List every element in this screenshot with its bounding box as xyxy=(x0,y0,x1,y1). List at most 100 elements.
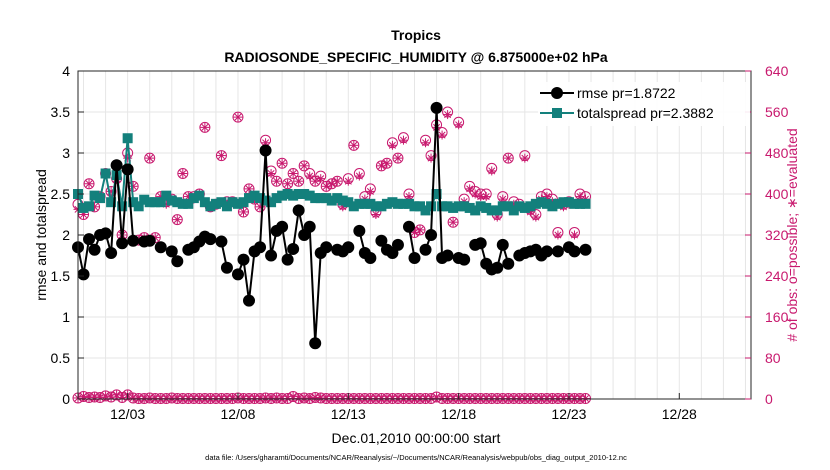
legend: rmse pr=1.8722 totalspread pr=2.3882 xyxy=(538,82,750,126)
y-tick-label: 3 xyxy=(62,145,70,161)
asterisk-stroke xyxy=(515,394,523,402)
asterisk-stroke xyxy=(306,172,314,180)
rmse-point xyxy=(259,144,272,157)
asterisk-stroke xyxy=(388,394,396,402)
asterisk-stroke xyxy=(278,159,286,167)
asterisk-stroke xyxy=(444,394,452,402)
obs-possible-point xyxy=(105,185,117,197)
obs-evaluated-point xyxy=(421,393,431,403)
obs-possible-point xyxy=(199,121,211,133)
totalspread-point xyxy=(216,197,227,208)
obs-evaluated-point xyxy=(272,393,282,403)
totalspread-point xyxy=(354,198,365,209)
obs-evaluated-point xyxy=(283,393,293,403)
x-axis-label: Dec.01,2010 00:00:00 start xyxy=(332,430,501,446)
totalspread-point xyxy=(398,198,409,209)
asterisk-stroke xyxy=(256,394,264,402)
rmse-point xyxy=(568,245,581,258)
rmse-point xyxy=(116,237,129,250)
obs-evaluated-point xyxy=(128,393,138,403)
totalspread-point xyxy=(166,195,177,206)
obs-evaluated-point xyxy=(134,393,144,403)
rmse-point xyxy=(220,261,233,274)
totalspread-point xyxy=(348,201,359,212)
obs-possible-point xyxy=(431,391,443,403)
obs-evaluated-point xyxy=(266,169,276,178)
asterisk-stroke xyxy=(267,169,275,178)
asterisk-stroke xyxy=(394,154,402,162)
totalspread-point xyxy=(508,205,519,216)
obs-evaluated-point xyxy=(553,230,563,240)
obs-possible-point xyxy=(392,152,404,164)
totalspread-point xyxy=(205,201,216,212)
asterisk-stroke xyxy=(151,394,159,402)
obs-evaluated-point xyxy=(371,210,381,219)
asterisk-stroke xyxy=(317,175,325,183)
totalspread-point xyxy=(442,201,453,212)
asterisk-stroke xyxy=(427,154,435,162)
obs-evaluated-point xyxy=(283,179,293,189)
totalspread-point xyxy=(420,205,431,216)
asterisk-stroke xyxy=(460,394,468,402)
totalspread-point xyxy=(106,197,117,208)
obs-evaluated-point xyxy=(150,393,160,403)
rmse-point xyxy=(88,243,101,256)
obs-evaluated-point xyxy=(581,393,591,403)
obs-possible-point xyxy=(122,389,134,401)
obs-evaluated-point xyxy=(492,393,502,403)
obs-possible-point xyxy=(215,150,227,162)
obs-evaluated-point xyxy=(520,153,530,163)
obs-evaluated-point xyxy=(387,140,397,150)
rmse-point xyxy=(342,241,355,254)
asterisk-stroke xyxy=(284,180,292,188)
totalspread-point xyxy=(459,201,470,212)
asterisk-stroke xyxy=(350,141,358,149)
totalspread-point xyxy=(552,198,563,209)
obs-evaluated-point xyxy=(531,393,541,403)
asterisk-stroke xyxy=(278,394,286,402)
y-axis-label: rmse and totalspread xyxy=(33,169,49,301)
asterisk-stroke xyxy=(559,394,567,402)
asterisk-stroke xyxy=(273,394,281,402)
totalspread-point xyxy=(464,202,475,213)
asterisk-stroke xyxy=(344,177,352,185)
asterisk-stroke xyxy=(201,123,209,131)
asterisk-stroke xyxy=(289,169,297,178)
obs-evaluated-point xyxy=(349,140,359,150)
asterisk-stroke xyxy=(179,394,187,402)
totalspread-point xyxy=(530,198,541,209)
y-right-tick-label: 0 xyxy=(765,391,773,407)
obs-possible-point xyxy=(298,160,310,172)
obs-evaluated-point xyxy=(288,169,298,178)
asterisk-stroke xyxy=(482,193,490,201)
asterisk-stroke xyxy=(405,193,413,201)
obs-evaluated-point xyxy=(509,393,519,403)
totalspread-point xyxy=(161,190,172,201)
totalspread-point xyxy=(574,198,585,209)
obs-possible-point xyxy=(83,178,95,190)
rmse-point xyxy=(127,234,140,247)
obs-possible-point xyxy=(144,152,156,164)
totalspread-point xyxy=(563,197,574,208)
obs-possible-point xyxy=(232,111,244,123)
obs-possible-point xyxy=(276,157,288,169)
obs-possible-point xyxy=(111,389,123,401)
rmse-point xyxy=(105,247,118,260)
totalspread-point xyxy=(277,190,288,201)
totalspread-point xyxy=(282,189,293,199)
asterisk-stroke xyxy=(217,394,225,402)
asterisk-stroke xyxy=(245,185,253,193)
asterisk-stroke xyxy=(449,394,457,402)
totalspread-point xyxy=(188,193,199,204)
y-right-tick-label: 560 xyxy=(765,104,789,120)
obs-evaluated-point xyxy=(266,393,276,403)
asterisk-stroke xyxy=(300,394,308,402)
asterisk-stroke xyxy=(311,393,319,401)
asterisk-stroke xyxy=(328,394,336,402)
totalspread-point xyxy=(365,198,376,209)
totalspread-point xyxy=(155,197,166,208)
totalspread-point xyxy=(271,193,282,204)
asterisk-stroke xyxy=(521,394,529,402)
obs-evaluated-point xyxy=(343,176,353,186)
asterisk-stroke xyxy=(477,193,485,201)
